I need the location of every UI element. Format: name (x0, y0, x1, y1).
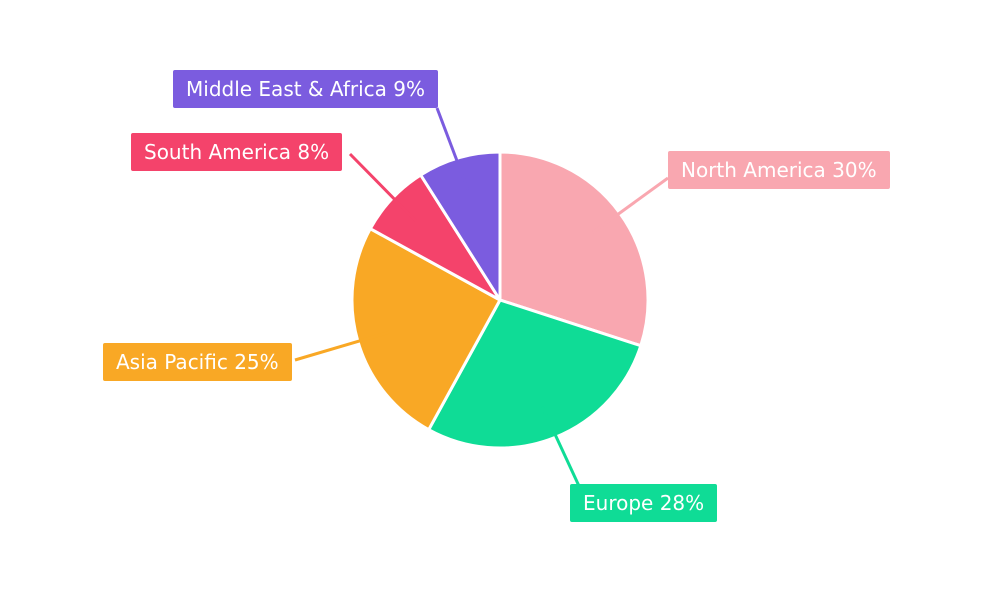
leader-line-south-america (348, 152, 418, 223)
leader-line-europe (540, 406, 581, 487)
pie-slice-europe (427, 298, 643, 450)
leader-line-middle-east-africa (435, 107, 470, 191)
leader-line-asia-pacific (294, 330, 391, 362)
label-north-america: North America 30% (668, 151, 890, 189)
leader-line-north-america (592, 176, 669, 234)
label-europe: Europe 28% (570, 484, 718, 522)
label-middle-east-africa: Middle East & Africa 9% (173, 70, 439, 108)
label-asia-pacific: Asia Pacific 25% (103, 343, 292, 381)
label-south-america: South America 8% (131, 133, 343, 171)
pie-slice-middle-east-africa (419, 150, 502, 302)
